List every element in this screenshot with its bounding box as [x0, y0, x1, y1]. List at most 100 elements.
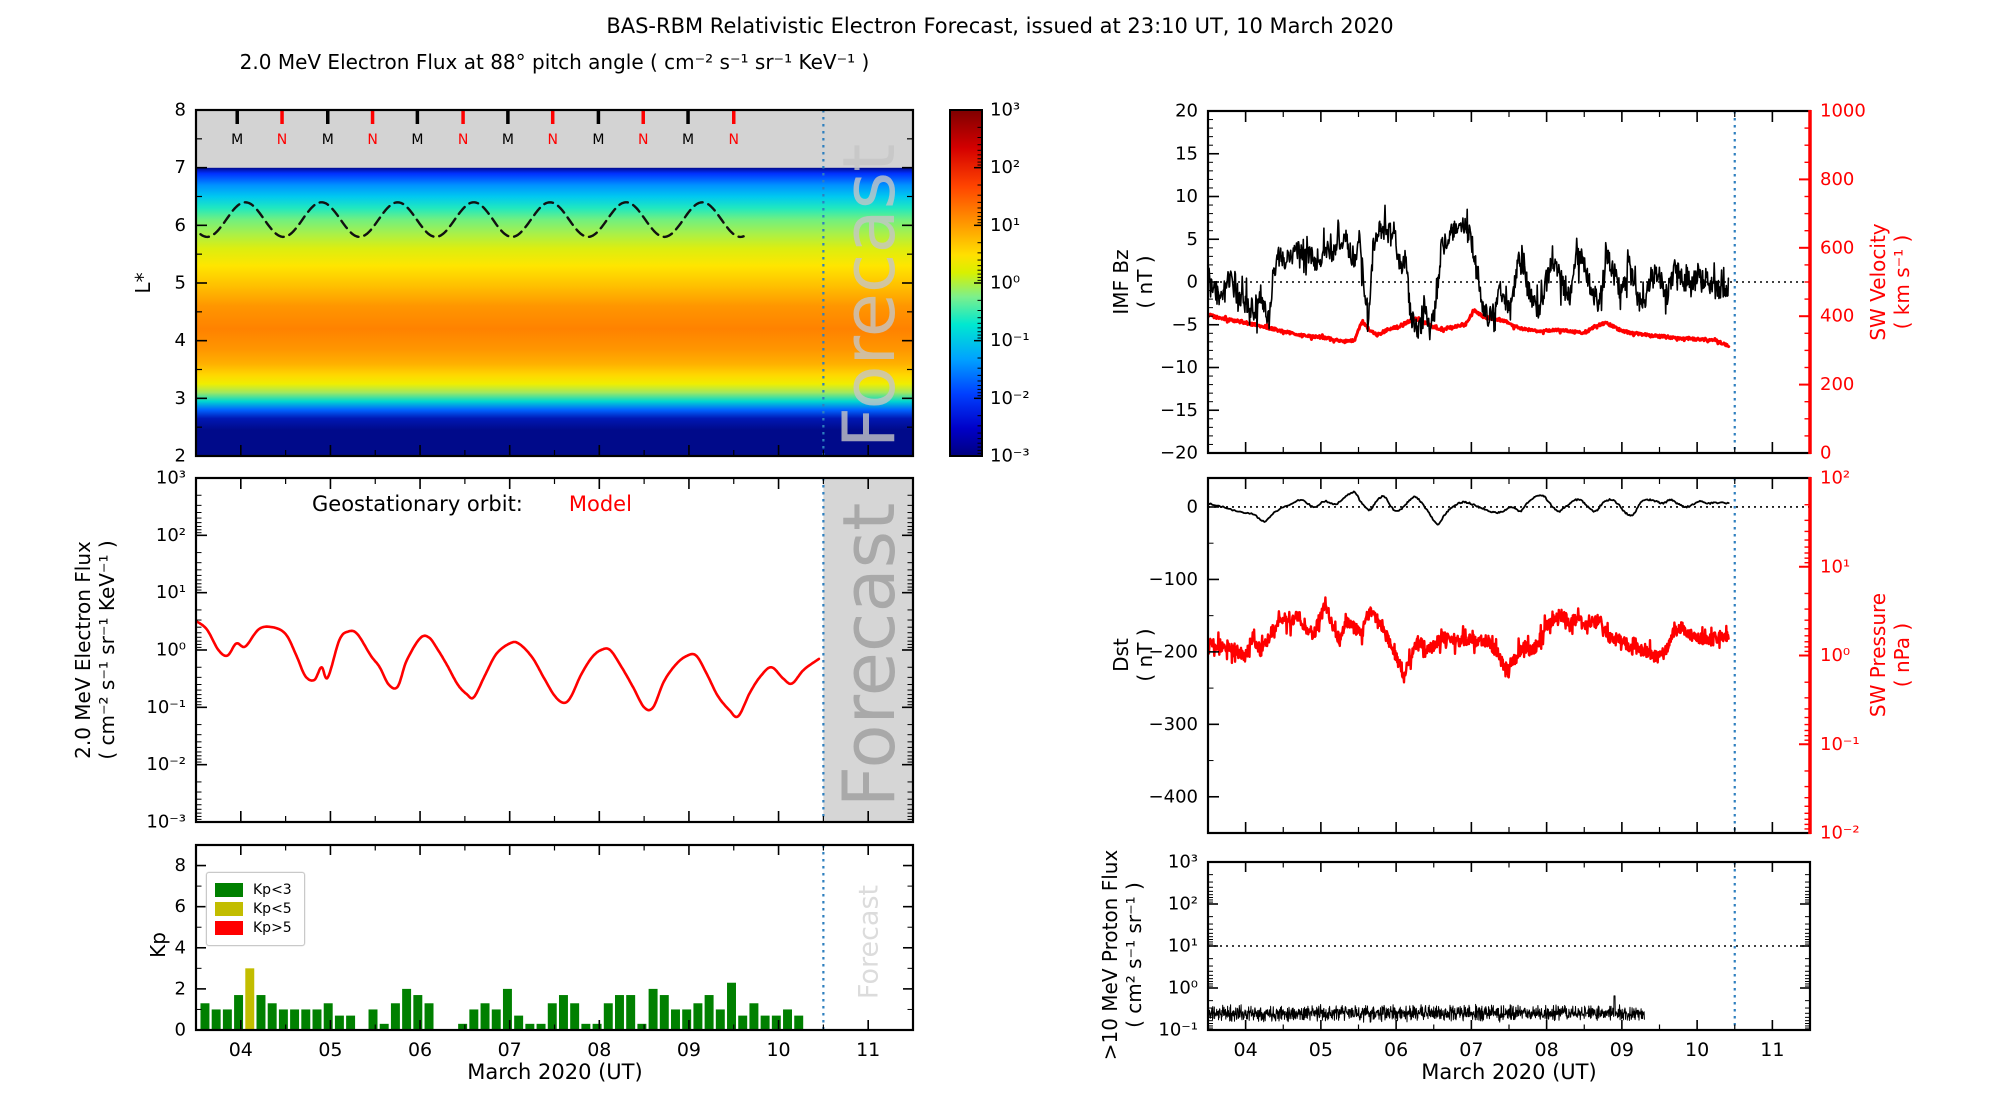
lstar-axis-label: L*	[131, 272, 155, 294]
series-sw-velocity	[1208, 308, 1731, 349]
tick-label: 08	[587, 1039, 611, 1061]
tick-label: 10²	[1820, 468, 1850, 489]
tick-label: N	[729, 132, 739, 148]
kp-bar	[581, 1023, 591, 1030]
kp-bar	[760, 1015, 770, 1030]
figure-title: BAS-RBM Relativistic Electron Forecast, …	[606, 14, 1394, 38]
panel-spectrogram: M N M N M N M N M N M N 8 7 6 5 4 3 2 10³ 10² 10¹ 10⁰ 10⁻¹ 10⁻² 1…	[175, 100, 1030, 467]
tick-label: 04	[1234, 1039, 1258, 1061]
tick-label: 10³	[990, 100, 1020, 121]
tick-label: −20	[1160, 443, 1198, 464]
tick-label: 8	[175, 855, 186, 876]
tick-label: 20	[1175, 101, 1198, 122]
sw-pressure-axis-label: SW Pressure ( nPa )	[1866, 592, 1914, 718]
spectrogram-title: 2.0 MeV Electron Flux at 88° pitch angle…	[239, 50, 870, 74]
kp-bar	[312, 1009, 322, 1030]
kp-bar	[278, 1009, 288, 1030]
tick-label: 6	[175, 896, 186, 917]
tick-label: 09	[1610, 1039, 1634, 1061]
legend-item-kp-lt5: Kp<5	[215, 901, 292, 917]
tick-label: 0	[1187, 496, 1198, 517]
tick-label: 10⁰	[1820, 645, 1850, 666]
kp-bar	[659, 995, 669, 1030]
tick-label: 2	[175, 978, 186, 999]
kp-bar	[200, 1003, 210, 1030]
kp-bar	[245, 968, 255, 1030]
tick-label: 8	[175, 100, 186, 121]
kp-bar	[570, 1003, 580, 1030]
tick-label: 4	[175, 330, 186, 351]
tick-label: M	[592, 132, 604, 148]
kp-bar	[346, 1015, 356, 1030]
tick-label: 10¹	[1168, 936, 1198, 957]
kp-bar	[626, 995, 636, 1030]
kp-bar	[368, 1009, 378, 1030]
series-imf-bz	[1208, 204, 1730, 341]
kp-bar	[682, 1009, 692, 1030]
panel-dst-sw-pressure: 0 −100 −200 −300 −400 10² 10¹ 10⁰ 10⁻¹ 10⁻²	[1149, 468, 1860, 844]
tick-label: 07	[498, 1039, 522, 1061]
tick-label: 10¹	[156, 582, 186, 603]
tick-label: M	[411, 132, 423, 148]
tick-label: −300	[1149, 714, 1198, 735]
kp-bar	[547, 1003, 557, 1030]
kp-bar	[379, 1023, 389, 1030]
kp-bar	[301, 1009, 311, 1030]
legend-swatch-red	[215, 921, 243, 935]
kp-bar	[413, 995, 423, 1030]
tick-label: −400	[1149, 786, 1198, 807]
kp-bar	[783, 1009, 793, 1030]
kp-bar	[491, 1009, 501, 1030]
geo-orbit-annotation: Geostationary orbit: Model	[312, 492, 632, 516]
legend-item-kp-lt3: Kp<3	[215, 882, 292, 898]
kp-bar	[480, 1003, 490, 1030]
kp-bar	[749, 1003, 759, 1030]
kp-bar	[514, 1015, 524, 1030]
kp-bar	[334, 1015, 344, 1030]
tick-label: 10¹	[990, 215, 1020, 236]
tick-label: −10	[1160, 357, 1198, 378]
series-proton-flux	[1208, 995, 1645, 1023]
kp-bar	[614, 995, 624, 1030]
kp-bar	[458, 1023, 468, 1030]
kp-legend: Kp<3 Kp<5 Kp>5	[206, 872, 305, 946]
legend-swatch-green	[215, 883, 243, 897]
tick-label: 3	[175, 388, 186, 409]
tick-label: 2	[175, 446, 186, 467]
kp-bar	[390, 1003, 400, 1030]
proton-flux-axis-label: >10 MeV Proton Flux ( cm² s⁻¹ sr⁻¹ )	[1098, 849, 1146, 1061]
geo-orbit-prefix: Geostationary orbit:	[312, 492, 523, 516]
tick-label: 04	[229, 1039, 253, 1061]
tick-label: 800	[1820, 169, 1854, 190]
tick-label: 06	[1384, 1039, 1408, 1061]
tick-label: 7	[175, 157, 186, 178]
kp-bar	[424, 1003, 434, 1030]
kp-bar	[323, 1003, 333, 1030]
series-dst	[1208, 490, 1730, 526]
tick-label: 10⁻¹	[1820, 734, 1860, 755]
tick-label: 600	[1820, 237, 1854, 258]
tick-label: M	[682, 132, 694, 148]
kp-bar	[402, 988, 412, 1030]
legend-swatch-yellow	[215, 902, 243, 916]
tick-label: 10⁰	[990, 273, 1020, 294]
kp-bar	[502, 988, 512, 1030]
tick-label: 10⁻¹	[990, 330, 1030, 351]
tick-label: N	[547, 132, 557, 148]
tick-label: 09	[677, 1039, 701, 1061]
panel-kp: 0 2 4 6 8 04 05 06 07 08 09 10 11	[175, 843, 915, 1061]
tick-label: 06	[408, 1039, 432, 1061]
kp-bar	[693, 1003, 703, 1030]
tick-label: M	[502, 132, 514, 148]
tick-label: 07	[1459, 1039, 1483, 1061]
kp-bar	[648, 988, 658, 1030]
tick-label: M	[231, 132, 243, 148]
kp-bar	[704, 995, 714, 1030]
kp-bar	[794, 1015, 804, 1030]
tick-label: N	[367, 132, 377, 148]
kp-bar	[671, 1009, 680, 1030]
tick-label: N	[277, 132, 287, 148]
model-series-label: Model	[568, 492, 632, 516]
